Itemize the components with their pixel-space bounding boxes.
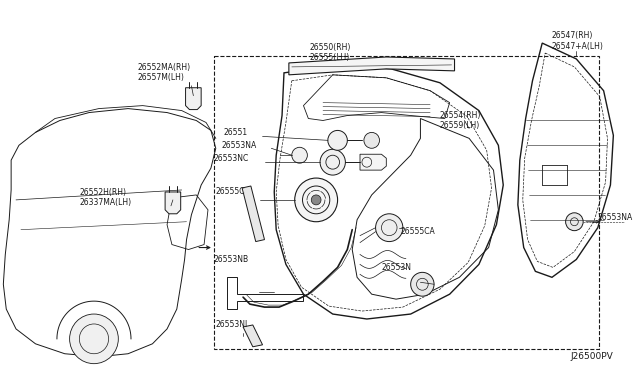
- Circle shape: [364, 132, 380, 148]
- Text: 26551: 26551: [223, 128, 248, 137]
- Polygon shape: [186, 88, 201, 110]
- Circle shape: [411, 272, 434, 296]
- Polygon shape: [242, 186, 264, 241]
- Circle shape: [566, 213, 583, 231]
- Circle shape: [292, 147, 307, 163]
- Text: 26550(RH)
26555(LH): 26550(RH) 26555(LH): [309, 43, 351, 62]
- Text: 26555CA: 26555CA: [401, 227, 436, 236]
- Circle shape: [294, 178, 337, 222]
- Bar: [214, 56, 599, 349]
- Circle shape: [320, 149, 346, 175]
- Text: 26552MA(RH)
26557M(LH): 26552MA(RH) 26557M(LH): [138, 63, 191, 82]
- Text: 26552H(RH)
26337MA(LH): 26552H(RH) 26337MA(LH): [79, 188, 131, 207]
- Polygon shape: [289, 57, 454, 75]
- Text: 26547(RH)
26547+A(LH): 26547(RH) 26547+A(LH): [552, 31, 604, 51]
- Circle shape: [70, 314, 118, 364]
- Text: 26553N: 26553N: [381, 263, 412, 272]
- Text: 26553NA: 26553NA: [221, 141, 257, 150]
- Text: 26555C: 26555C: [216, 187, 245, 196]
- Circle shape: [328, 131, 348, 150]
- Polygon shape: [360, 154, 387, 170]
- Polygon shape: [165, 192, 180, 214]
- Text: 26553NC: 26553NC: [214, 154, 249, 163]
- Text: 26553NB: 26553NB: [214, 255, 249, 264]
- Text: 26553NA: 26553NA: [598, 213, 633, 222]
- Circle shape: [311, 195, 321, 205]
- Polygon shape: [243, 325, 262, 347]
- Text: J26500PV: J26500PV: [571, 352, 613, 361]
- Text: 26553NI: 26553NI: [216, 320, 248, 330]
- Text: 26554(RH)
26559(LH): 26554(RH) 26559(LH): [440, 110, 481, 130]
- Circle shape: [376, 214, 403, 241]
